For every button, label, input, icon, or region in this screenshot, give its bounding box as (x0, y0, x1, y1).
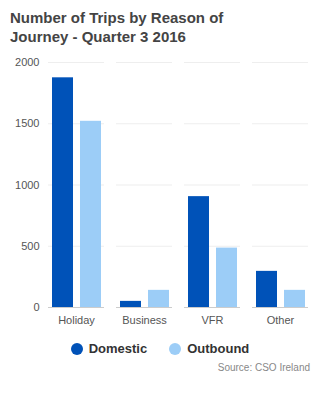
svg-text:1000: 1000 (15, 179, 39, 191)
svg-text:500: 500 (21, 240, 39, 252)
html-text:Source: CSO Ireland: Source: CSO Ireland (217, 362, 310, 373)
svg-text:0: 0 (33, 301, 39, 313)
svg-text:VFR: VFR (202, 314, 224, 326)
svg-text:2000: 2000 (15, 56, 39, 68)
svg-text:Other: Other (267, 314, 295, 326)
html-text:Outbound: Outbound (187, 341, 250, 356)
svg-text:Holiday: Holiday (58, 314, 95, 326)
html-text:Domestic: Domestic (88, 341, 148, 356)
svg-text:1500: 1500 (15, 117, 39, 129)
html-text:Number of Trips by Reason of J: Number of Trips by Reason of Journey - Q… (10, 9, 224, 45)
svg-text:Business: Business (122, 314, 167, 326)
